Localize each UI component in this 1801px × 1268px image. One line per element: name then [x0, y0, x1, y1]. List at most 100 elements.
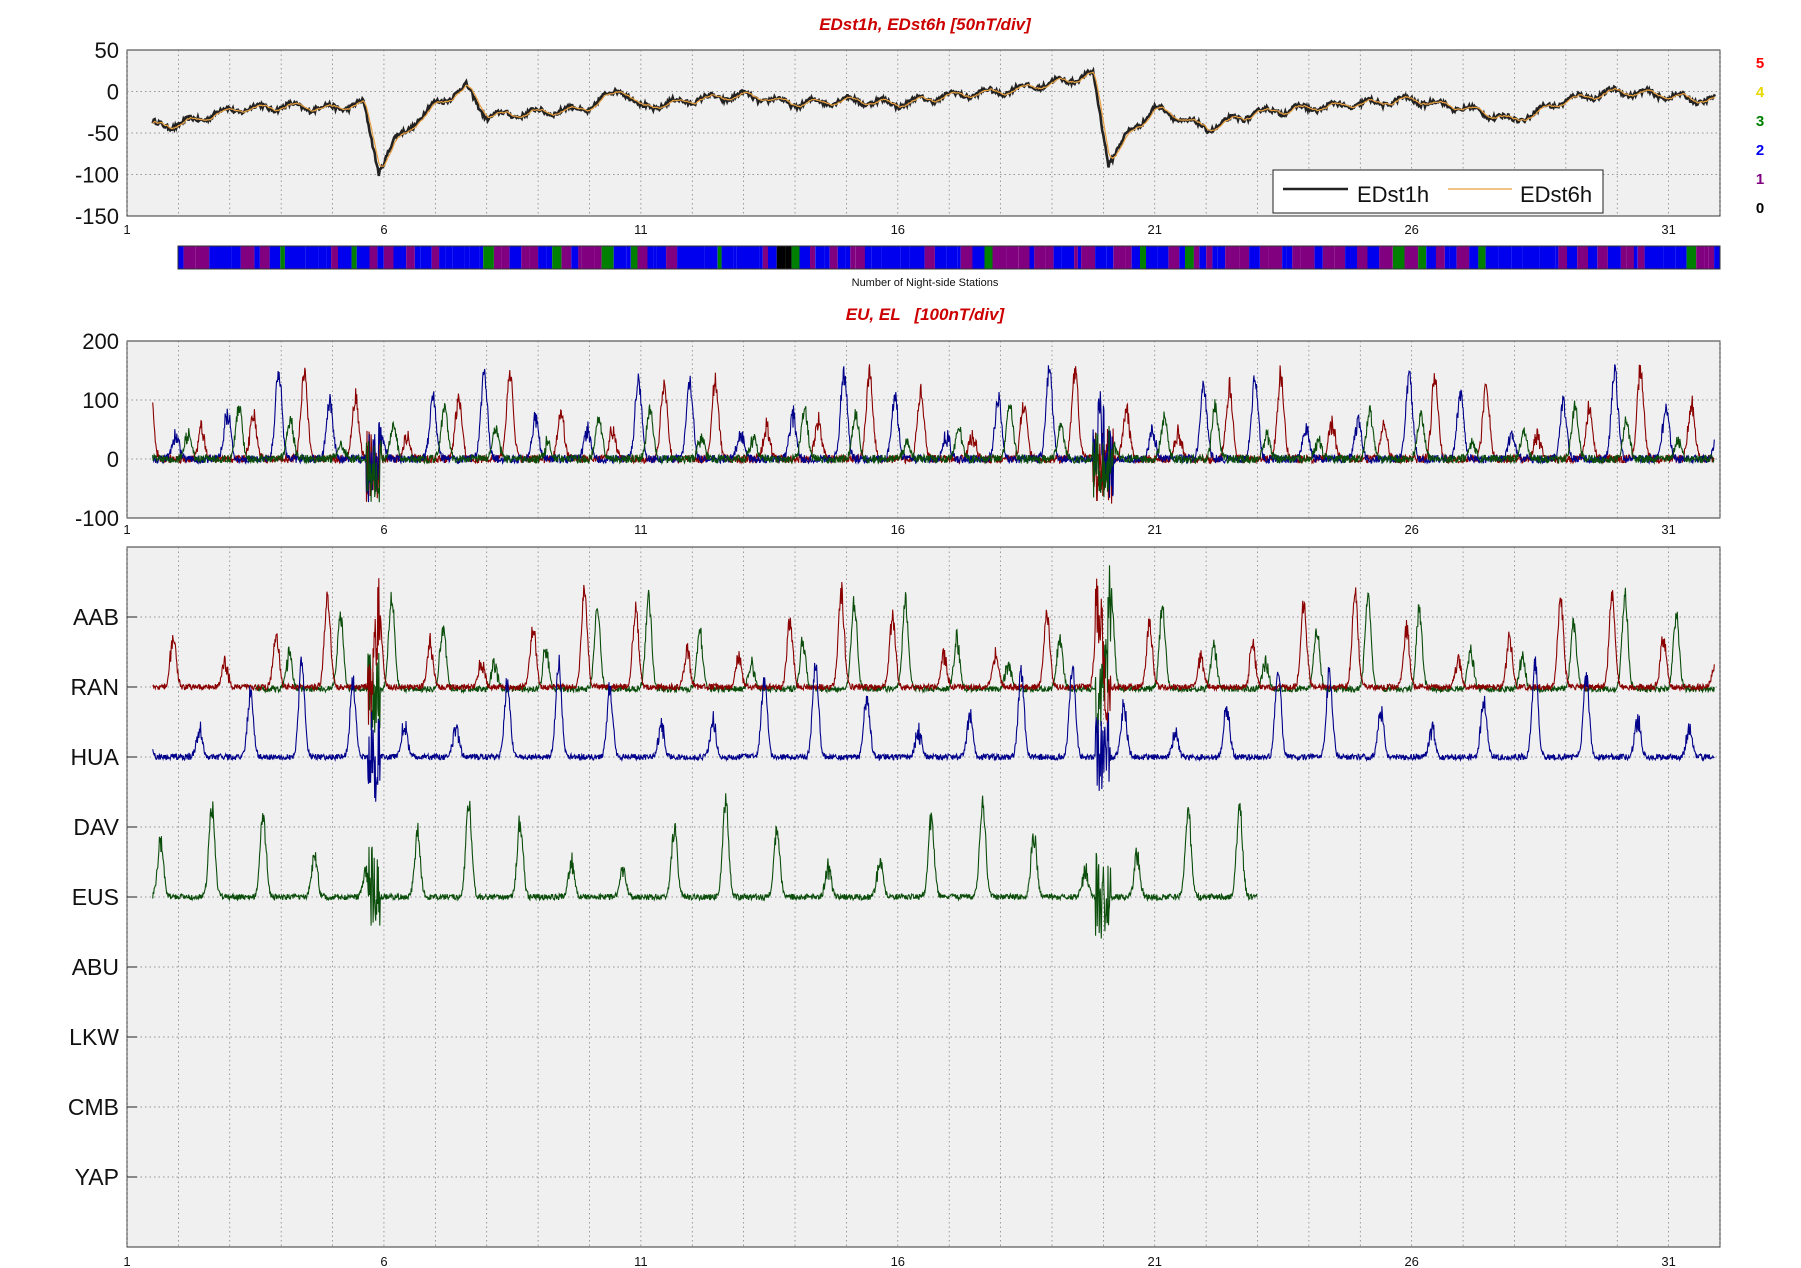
stripe-cell [1157, 246, 1169, 269]
panel2-x-tick: 11 [634, 522, 648, 537]
stripe-cell [909, 246, 917, 269]
panel1-title: EDst1h, EDst6h [50nT/div] [819, 15, 1032, 34]
panel3-x-tick: 1 [123, 1254, 130, 1268]
stripe-cell [464, 246, 470, 269]
night-side-stripe: Number of Night-side Stations [177, 245, 1721, 289]
stripe-cell [1053, 246, 1062, 269]
stripe-cell [791, 246, 800, 269]
stripe-cell [1444, 246, 1450, 269]
stripe-cell [768, 246, 777, 269]
panel3-x-tick: 11 [634, 1254, 648, 1268]
station-label: EUS [72, 884, 119, 910]
stripe-cell [1620, 246, 1627, 269]
stripe-cell [1426, 246, 1436, 269]
stripe-cell [924, 246, 935, 269]
panel1-y-ticks: 50 0 -50 -100 -150 [75, 38, 119, 229]
panel1-x-tick: 6 [380, 222, 387, 237]
stripe-cell [829, 246, 838, 269]
stripe-cell [445, 246, 452, 269]
station-trace-line [152, 578, 1715, 726]
stripe-cell [626, 246, 631, 269]
stripe-cell [1146, 246, 1158, 269]
stripe-cell [972, 246, 985, 269]
stripe-cell [1485, 246, 1499, 269]
stripe-cell [736, 246, 747, 269]
stripe-cell [1714, 246, 1720, 269]
panel2-y-tick: -100 [75, 506, 119, 531]
stripe-cell [1225, 246, 1240, 269]
stripe-cell [656, 246, 667, 269]
stripe-cell [1456, 246, 1470, 269]
panel1-x-tick: 21 [1148, 222, 1162, 237]
stripe-cell [1449, 246, 1457, 269]
stripe-cell [837, 246, 846, 269]
stripe-cell [594, 246, 602, 269]
panel3-x-tick: 31 [1661, 1254, 1675, 1268]
panel2-x-tick: 21 [1148, 522, 1162, 537]
legend-label-edst6h: EDst6h [1520, 182, 1592, 207]
stripe-cell [1077, 246, 1082, 269]
stripe-cell [1696, 246, 1705, 269]
stripe-cell [1686, 246, 1697, 269]
stripe-cell [960, 246, 973, 269]
stripe-cell [957, 246, 961, 269]
stripe-cell [293, 246, 306, 269]
night-side-count-key: 5 4 3 2 1 0 [1756, 55, 1765, 217]
stripe-cell [992, 246, 1001, 269]
stripe-cell [351, 246, 357, 269]
stripe-cell [1418, 246, 1427, 269]
stripe-cell [469, 246, 480, 269]
stripe-cell [1357, 246, 1368, 269]
stripe-cell [776, 246, 786, 269]
stripe-cell [217, 246, 221, 269]
station-label: ABU [72, 954, 119, 980]
stripe-cell [1498, 246, 1512, 269]
stripe-cell [1511, 246, 1523, 269]
stripe-cell [546, 246, 553, 269]
stripe-cell [1217, 246, 1226, 269]
panel2-y-ticks: 200 100 0 -100 [75, 329, 119, 531]
stripe-cell [1292, 246, 1301, 269]
stripe-cell [552, 246, 562, 269]
panel1-legend: EDst1h EDst6h [1272, 169, 1604, 214]
stripe-cell [254, 246, 260, 269]
stripe-cell [259, 246, 270, 269]
stripe-cell [493, 246, 502, 269]
stripe-cell [746, 246, 760, 269]
stripe-cell [1018, 246, 1030, 269]
stripe-cell [1286, 246, 1293, 269]
count-key-label: 1 [1756, 171, 1764, 188]
station-label: HUA [70, 744, 119, 770]
station-label: RAN [70, 674, 119, 700]
stripe-cell [581, 246, 595, 269]
stripe-cell [356, 246, 370, 269]
stripe-cell [824, 246, 830, 269]
stripe-cell [887, 246, 900, 269]
stripe-cell [1282, 246, 1287, 269]
stripe-cell [1539, 246, 1548, 269]
panel1-grid [126, 50, 1721, 216]
station-trace-line [152, 793, 1258, 939]
stripe-cell [377, 246, 384, 269]
stripe-cell [1034, 246, 1046, 269]
stripe-cell [1045, 246, 1054, 269]
stripe-cell [1379, 246, 1393, 269]
panel2-lines [152, 364, 1715, 504]
count-key-label: 3 [1756, 113, 1764, 130]
stripe-cell [810, 246, 816, 269]
stripe-cell [305, 246, 319, 269]
stripe-cell [1131, 246, 1137, 269]
stripe-cell [1212, 246, 1218, 269]
stripe-cell [864, 246, 872, 269]
stripe-cell [501, 246, 510, 269]
stripe-cell [1577, 246, 1588, 269]
stripe-cell [946, 246, 958, 269]
stripe-cell [331, 246, 338, 269]
stripe-cell [1113, 246, 1126, 269]
stripe-cell [1522, 246, 1533, 269]
stripe-cell [439, 246, 446, 269]
panel2-y-tick: 100 [82, 388, 119, 413]
panel3-x-tick: 6 [380, 1254, 387, 1268]
stripe-cell [1185, 246, 1194, 269]
